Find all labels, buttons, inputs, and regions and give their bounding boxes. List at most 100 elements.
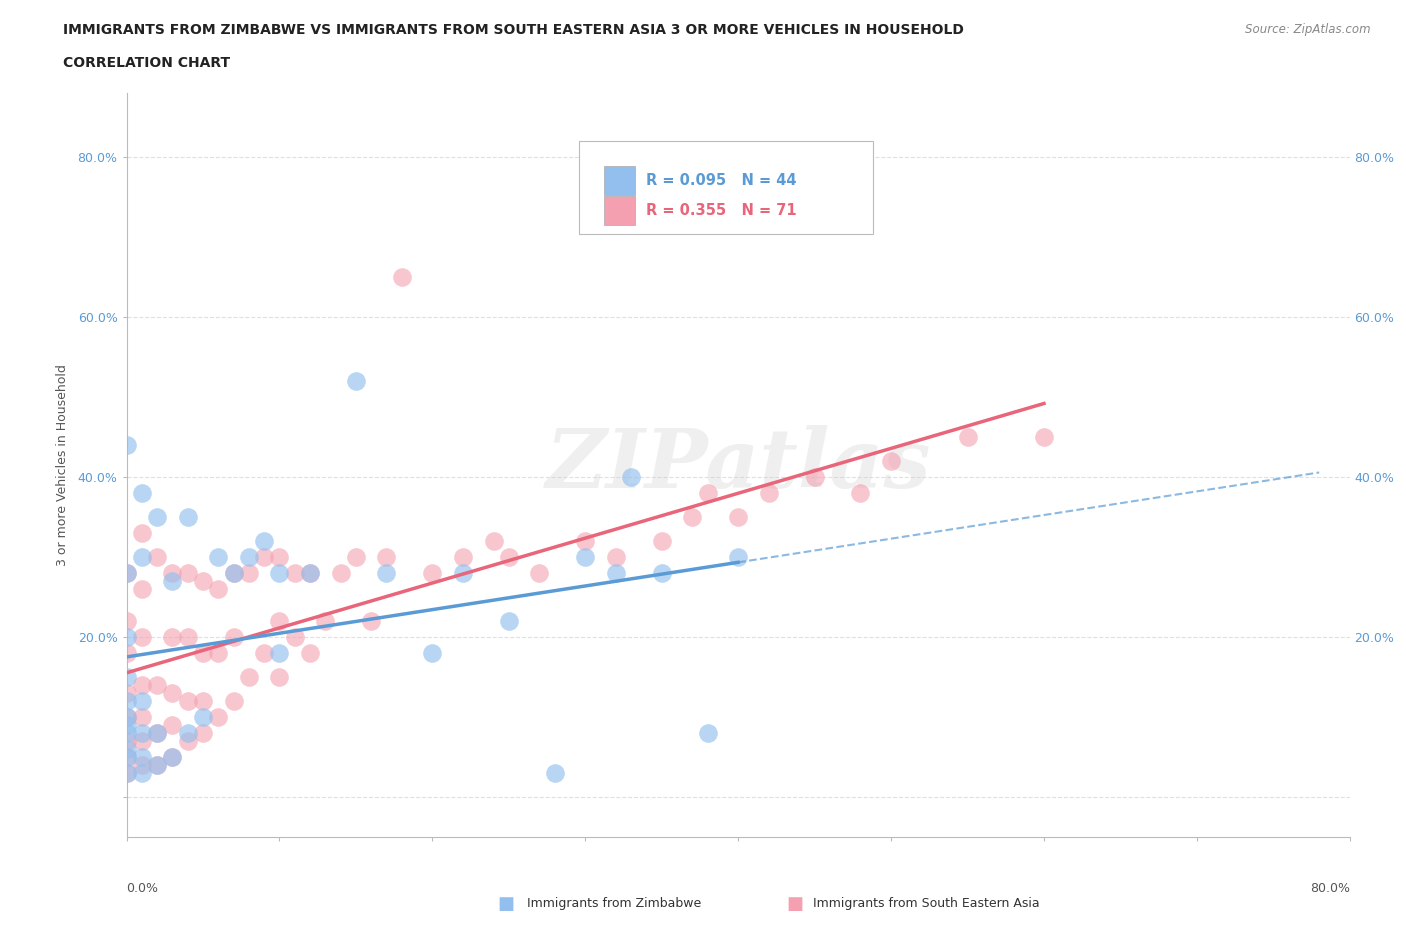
- Point: [544, 765, 567, 780]
- Point: [269, 565, 291, 580]
- Point: [191, 645, 214, 660]
- Point: [115, 765, 138, 780]
- Text: IMMIGRANTS FROM ZIMBABWE VS IMMIGRANTS FROM SOUTH EASTERN ASIA 3 OR MORE VEHICLE: IMMIGRANTS FROM ZIMBABWE VS IMMIGRANTS F…: [63, 23, 965, 37]
- Point: [299, 565, 322, 580]
- Point: [115, 710, 138, 724]
- Point: [115, 750, 138, 764]
- Point: [131, 525, 153, 540]
- Point: [177, 565, 200, 580]
- Point: [299, 645, 322, 660]
- Point: [375, 550, 398, 565]
- Point: [284, 630, 307, 644]
- Point: [758, 485, 780, 500]
- Point: [344, 550, 367, 565]
- Point: [605, 565, 627, 580]
- Text: Immigrants from Zimbabwe: Immigrants from Zimbabwe: [527, 897, 702, 910]
- Point: [131, 710, 153, 724]
- Point: [115, 614, 138, 629]
- Point: [253, 645, 276, 660]
- Point: [115, 437, 138, 452]
- Point: [131, 550, 153, 565]
- Point: [269, 645, 291, 660]
- Text: Immigrants from South Eastern Asia: Immigrants from South Eastern Asia: [813, 897, 1039, 910]
- Point: [131, 750, 153, 764]
- Point: [115, 765, 138, 780]
- Point: [207, 710, 229, 724]
- Point: [651, 534, 673, 549]
- Point: [451, 565, 474, 580]
- Text: CORRELATION CHART: CORRELATION CHART: [63, 56, 231, 70]
- Point: [115, 725, 138, 740]
- Point: [498, 614, 520, 629]
- Point: [177, 630, 200, 644]
- Point: [314, 614, 336, 629]
- FancyBboxPatch shape: [603, 166, 636, 195]
- Point: [115, 710, 138, 724]
- Point: [131, 765, 153, 780]
- Point: [177, 734, 200, 749]
- Point: [222, 565, 245, 580]
- Point: [605, 550, 627, 565]
- Point: [360, 614, 382, 629]
- Point: [162, 750, 184, 764]
- Point: [162, 565, 184, 580]
- Point: [146, 550, 169, 565]
- Point: [574, 550, 596, 565]
- Point: [115, 694, 138, 709]
- Point: [146, 725, 169, 740]
- Point: [238, 670, 260, 684]
- Point: [269, 670, 291, 684]
- Text: R = 0.095   N = 44: R = 0.095 N = 44: [647, 173, 797, 188]
- Point: [191, 710, 214, 724]
- Text: ■: ■: [786, 895, 803, 913]
- Point: [115, 670, 138, 684]
- Text: Source: ZipAtlas.com: Source: ZipAtlas.com: [1246, 23, 1371, 36]
- Point: [253, 534, 276, 549]
- Point: [880, 454, 903, 469]
- Text: R = 0.355   N = 71: R = 0.355 N = 71: [647, 203, 797, 218]
- Point: [956, 430, 979, 445]
- Point: [529, 565, 551, 580]
- Text: ZIPatlas: ZIPatlas: [546, 425, 931, 505]
- Point: [146, 758, 169, 773]
- Point: [727, 550, 749, 565]
- Point: [269, 550, 291, 565]
- Y-axis label: 3 or more Vehicles in Household: 3 or more Vehicles in Household: [56, 364, 69, 566]
- Point: [574, 534, 596, 549]
- Point: [849, 485, 872, 500]
- Point: [422, 565, 444, 580]
- Point: [115, 565, 138, 580]
- Point: [146, 510, 169, 525]
- Point: [238, 550, 260, 565]
- Point: [651, 565, 673, 580]
- Point: [375, 565, 398, 580]
- Point: [146, 758, 169, 773]
- Point: [207, 645, 229, 660]
- Point: [191, 574, 214, 589]
- FancyBboxPatch shape: [603, 196, 636, 225]
- Point: [115, 741, 138, 756]
- Point: [391, 270, 413, 285]
- Point: [162, 574, 184, 589]
- Point: [131, 734, 153, 749]
- Point: [131, 630, 153, 644]
- Point: [451, 550, 474, 565]
- Point: [131, 725, 153, 740]
- Point: [422, 645, 444, 660]
- Point: [299, 565, 322, 580]
- Point: [146, 678, 169, 693]
- Point: [131, 758, 153, 773]
- Point: [727, 510, 749, 525]
- Point: [131, 581, 153, 596]
- Point: [269, 614, 291, 629]
- Point: [177, 725, 200, 740]
- Point: [131, 678, 153, 693]
- Point: [115, 718, 138, 733]
- Point: [222, 565, 245, 580]
- Point: [803, 470, 825, 485]
- Point: [329, 565, 352, 580]
- Point: [284, 565, 307, 580]
- Point: [191, 725, 214, 740]
- Point: [696, 725, 718, 740]
- Point: [681, 510, 703, 525]
